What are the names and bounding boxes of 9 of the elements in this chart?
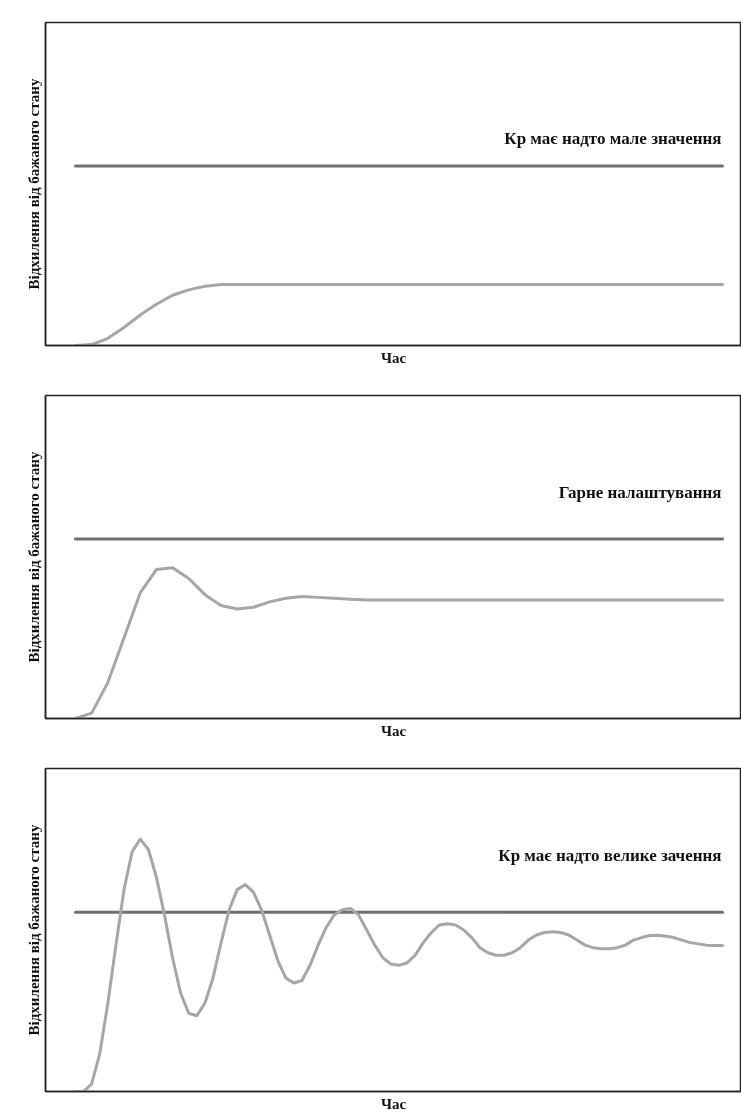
x-axis-title: Час <box>380 349 407 366</box>
text: Гарне налаштування <box>558 482 722 502</box>
text: Кр має надто мале значення <box>504 129 722 149</box>
x-axis-title: Час <box>380 1095 407 1112</box>
x-axis-title: Час <box>380 722 407 739</box>
y-axis-title: Відхилення від бажаного стану <box>25 78 42 290</box>
annotation: Кр має надто велике зачення <box>498 846 722 866</box>
y-axis-title: Відхилення від бажаного стану <box>25 824 42 1036</box>
y-axis-title: Відхилення від бажаного стану <box>25 451 42 663</box>
